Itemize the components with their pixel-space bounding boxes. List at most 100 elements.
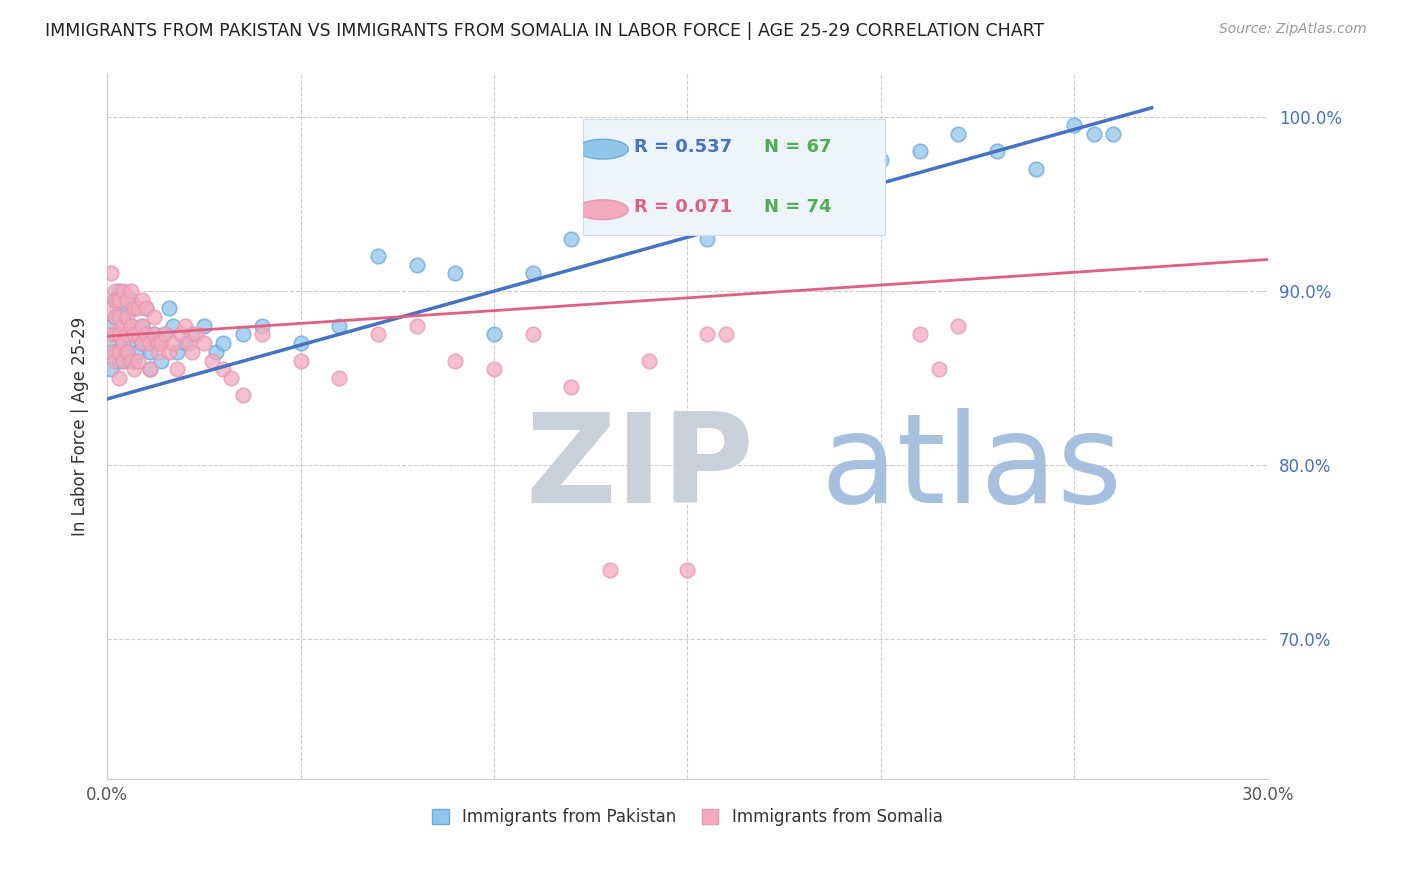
Point <box>193 336 215 351</box>
Point <box>181 344 204 359</box>
Point <box>212 336 235 351</box>
Point <box>115 327 138 342</box>
Point <box>108 371 131 385</box>
Point <box>111 336 134 351</box>
Point <box>127 344 149 359</box>
Point <box>104 353 127 368</box>
Point <box>155 327 177 342</box>
Point <box>120 336 142 351</box>
Point <box>193 318 215 333</box>
Point <box>146 336 169 351</box>
Point <box>100 301 122 316</box>
Point <box>232 388 254 402</box>
Point <box>104 293 127 307</box>
Point <box>157 301 180 316</box>
Point <box>714 327 737 342</box>
Point <box>131 318 153 333</box>
Point <box>444 267 467 281</box>
Point <box>908 327 931 342</box>
Point <box>201 353 224 368</box>
Point <box>1063 118 1085 132</box>
Point <box>142 327 165 342</box>
Point <box>290 336 312 351</box>
Point <box>131 336 153 351</box>
Point <box>367 249 389 263</box>
Point <box>142 310 165 324</box>
Point <box>139 336 162 351</box>
Point <box>908 145 931 159</box>
Point <box>367 327 389 342</box>
Point <box>135 301 157 316</box>
Point <box>104 293 127 307</box>
Point <box>100 336 122 351</box>
Point <box>127 327 149 342</box>
Point <box>115 344 138 359</box>
Point <box>135 301 157 316</box>
Point <box>162 318 184 333</box>
Point <box>142 327 165 342</box>
Point <box>250 327 273 342</box>
Text: ZIP: ZIP <box>524 408 754 529</box>
Point <box>560 380 582 394</box>
Point <box>637 353 659 368</box>
Point <box>115 327 138 342</box>
Point <box>131 336 153 351</box>
Point <box>115 301 138 316</box>
Point <box>131 293 153 307</box>
Point <box>100 327 122 342</box>
Point <box>250 318 273 333</box>
Point <box>219 371 242 385</box>
Point <box>124 301 146 316</box>
Point <box>139 362 162 376</box>
Point <box>522 327 544 342</box>
Point <box>115 310 138 324</box>
Point <box>1025 161 1047 176</box>
Point <box>405 318 427 333</box>
Point <box>166 344 188 359</box>
Point <box>522 267 544 281</box>
Point <box>108 344 131 359</box>
Point <box>108 353 131 368</box>
Point <box>108 293 131 307</box>
Point <box>104 344 127 359</box>
Point <box>173 318 195 333</box>
Point <box>204 344 226 359</box>
Point <box>111 318 134 333</box>
Point <box>124 353 146 368</box>
Point <box>162 336 184 351</box>
Point <box>104 284 127 298</box>
Point <box>108 301 131 316</box>
Point <box>120 293 142 307</box>
Point <box>111 353 134 368</box>
Point <box>482 327 505 342</box>
Point <box>104 310 127 324</box>
Point <box>124 327 146 342</box>
Point <box>100 344 122 359</box>
Point <box>135 327 157 342</box>
Point <box>986 145 1008 159</box>
Point <box>120 318 142 333</box>
Point <box>948 127 970 141</box>
Point <box>212 362 235 376</box>
Point <box>328 371 350 385</box>
Point <box>792 196 814 211</box>
Point <box>870 153 893 168</box>
Point <box>157 344 180 359</box>
Point <box>115 293 138 307</box>
Point <box>135 327 157 342</box>
Legend: Immigrants from Pakistan, Immigrants from Somalia: Immigrants from Pakistan, Immigrants fro… <box>425 799 950 834</box>
Text: IMMIGRANTS FROM PAKISTAN VS IMMIGRANTS FROM SOMALIA IN LABOR FORCE | AGE 25-29 C: IMMIGRANTS FROM PAKISTAN VS IMMIGRANTS F… <box>45 22 1045 40</box>
Point <box>444 353 467 368</box>
Point <box>150 336 173 351</box>
Point <box>139 362 162 376</box>
Point <box>177 336 200 351</box>
Point <box>173 336 195 351</box>
Point <box>696 327 718 342</box>
Point <box>146 344 169 359</box>
Point <box>754 179 776 194</box>
Point <box>124 327 146 342</box>
Point <box>166 362 188 376</box>
Point <box>482 362 505 376</box>
Point <box>928 362 950 376</box>
Point <box>120 353 142 368</box>
